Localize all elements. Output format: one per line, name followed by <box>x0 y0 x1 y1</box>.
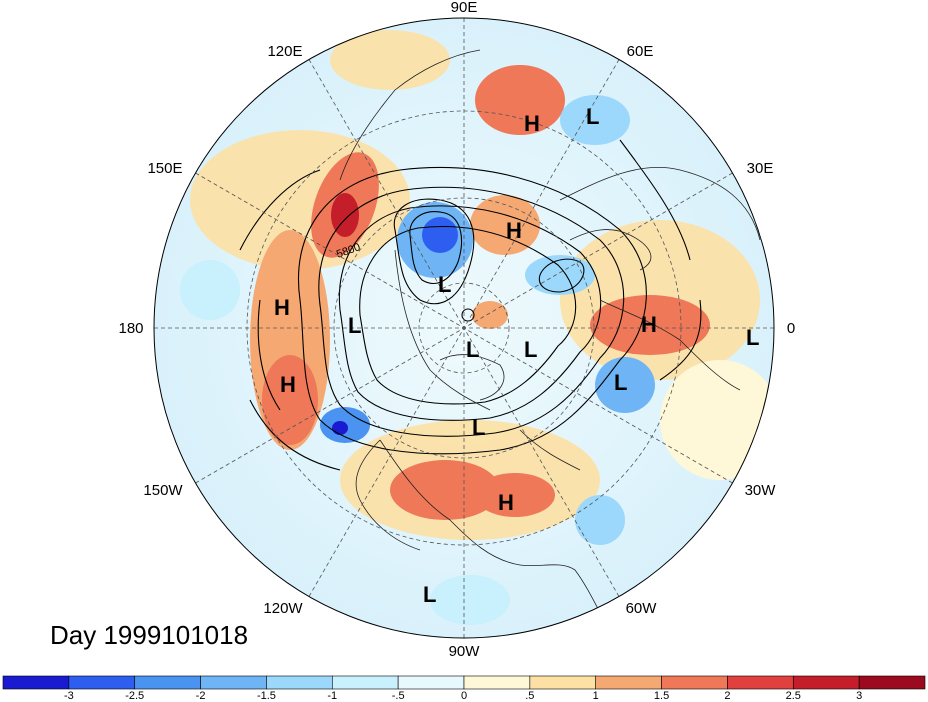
pressure-center-marker: L <box>438 272 451 297</box>
lon-label-30w: 30W <box>745 482 777 499</box>
colorbar-tick-label: -.5 <box>392 690 405 702</box>
pressure-center-marker: L <box>746 325 759 350</box>
colorbar-swatch <box>661 675 728 690</box>
colorbar-swatch <box>266 675 333 690</box>
lon-label-60w: 60W <box>626 600 658 617</box>
pressure-center-marker: L <box>472 415 485 440</box>
lon-label-150w: 150W <box>143 482 183 499</box>
date-label: Day 1999101018 <box>50 620 249 650</box>
lon-label-120w: 120W <box>263 600 303 617</box>
lon-label-90e: 90E <box>451 0 478 16</box>
pressure-center-marker: L <box>614 370 627 395</box>
pressure-center-marker: L <box>423 582 436 607</box>
colorbar-swatch <box>134 675 201 690</box>
pressure-center-marker: L <box>586 104 599 129</box>
colorbar-tick-label: -2.5 <box>125 690 144 702</box>
lon-label-150e: 150E <box>147 160 182 177</box>
pressure-center-marker: H <box>498 490 514 515</box>
colorbar-tick-label: -1 <box>327 690 337 702</box>
map-border <box>153 17 775 639</box>
coastlines <box>339 49 761 631</box>
colorbar-swatch <box>68 675 136 690</box>
colorbar-swatch <box>595 675 662 690</box>
anomaly-field <box>180 30 774 625</box>
colorbar-swatch <box>200 675 267 690</box>
colorbar-tick-label: 1.5 <box>654 690 669 702</box>
colorbar-tick-label: 3 <box>856 690 862 702</box>
colorbar-swatch <box>331 675 399 690</box>
pressure-centers: H L H L H H L L L L L H L H L <box>274 104 759 607</box>
colorbar-swatch <box>858 675 926 690</box>
colorbar-tick-label: -1.5 <box>257 690 276 702</box>
lon-label-0: 0 <box>787 320 795 337</box>
colorbar-swatch <box>792 675 860 690</box>
lon-label-90w: 90W <box>449 643 481 660</box>
pressure-center-marker: H <box>280 372 296 397</box>
lon-label-180: 180 <box>118 320 143 337</box>
meridian-grid <box>154 18 774 638</box>
pressure-center-marker: L <box>466 337 479 362</box>
colorbar-swatch <box>727 675 794 690</box>
colorbar-tick-label: 2.5 <box>786 690 801 702</box>
colorbar-tick-label: 2 <box>724 690 730 702</box>
longitude-labels: 90E 60E 30E 0 30W 60W 90W 120W 150W 180 … <box>118 0 795 660</box>
colorbar-tick-label: -3 <box>64 690 74 702</box>
pressure-center-marker: H <box>641 312 657 337</box>
pressure-center-marker: H <box>506 218 522 243</box>
lon-label-120e: 120E <box>267 43 302 60</box>
colorbar-tick-label: -2 <box>196 690 206 702</box>
pressure-center-marker: H <box>524 111 540 136</box>
pressure-center-marker: H <box>274 295 290 320</box>
colorbar-swatch <box>2 675 70 690</box>
colorbar-swatch <box>463 675 531 690</box>
colorbar-tick-label: 1 <box>593 690 599 702</box>
height-contours <box>239 139 702 471</box>
lon-label-60e: 60E <box>627 43 654 60</box>
colorbar-swatch <box>397 675 465 690</box>
pressure-center-marker: L <box>524 337 537 362</box>
colorbar-swatch <box>529 675 597 690</box>
lon-label-30e: 30E <box>747 160 774 177</box>
colorbar-tick-label: .5 <box>525 690 534 702</box>
pressure-center-marker: L <box>348 313 361 338</box>
colorbar: -3 -2.5 -2 -1.5 -1 -.5 0 .5 1 1.5 2 2.5 3 <box>2 675 926 702</box>
colorbar-tick-label: 0 <box>461 690 467 702</box>
